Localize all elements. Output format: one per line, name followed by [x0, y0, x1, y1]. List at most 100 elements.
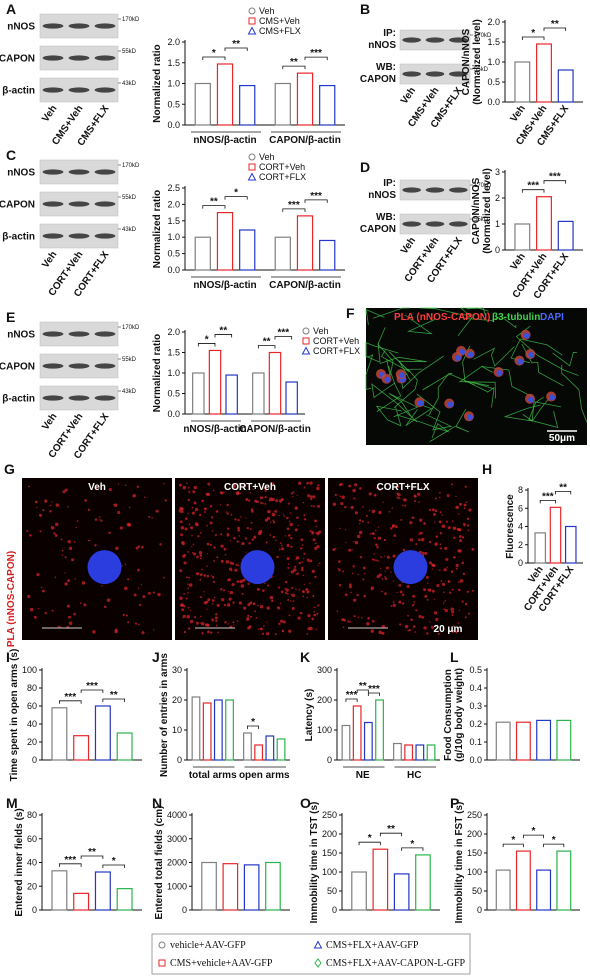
- pla-dot: [398, 600, 402, 604]
- pla-dot: [414, 631, 416, 633]
- pla-dot: [266, 632, 270, 636]
- pla-dot: [293, 568, 297, 572]
- pla-dot: [182, 485, 187, 490]
- x-tick-label: nNOS/β-actin: [183, 424, 246, 435]
- pla-dot: [289, 512, 292, 514]
- significance-label: *: [234, 188, 238, 199]
- bar: [351, 871, 367, 911]
- pla-dot: [256, 587, 260, 591]
- blot-row-label: nNOS: [368, 190, 396, 201]
- pla-dot: [215, 613, 218, 616]
- pla-dot: [179, 520, 183, 524]
- bar: [536, 719, 552, 761]
- pla-dot: [290, 545, 293, 548]
- significance-label: ***: [64, 692, 76, 703]
- significance-label: **: [110, 690, 118, 701]
- blot-prefix: WB:: [376, 212, 396, 223]
- neurite: [376, 365, 402, 413]
- pla-dot: [253, 535, 257, 539]
- pla-dot: [406, 584, 410, 589]
- pla-dot: [94, 544, 97, 547]
- blot-band: [42, 23, 64, 29]
- bar: [514, 61, 531, 103]
- pla-dot: [28, 485, 30, 488]
- pla-dot: [353, 598, 357, 602]
- y-axis-label: Entered inner fields (s): [14, 808, 25, 916]
- blot-size: 43kD: [122, 227, 137, 233]
- pla-dot: [455, 495, 457, 497]
- pla-dot: [108, 488, 112, 492]
- neurite: [473, 346, 515, 367]
- pla-dot: [421, 551, 425, 555]
- pla-dot: [286, 557, 290, 560]
- pla-dot: [246, 617, 250, 621]
- pla-dot: [350, 505, 354, 510]
- pla-dot: [278, 514, 280, 517]
- pla-dot: [249, 492, 251, 494]
- pla-dot: [188, 583, 193, 587]
- pla-dot: [203, 591, 205, 593]
- x-tick-label: total arms: [189, 770, 237, 781]
- pla-dot: [223, 547, 227, 551]
- pla-dot: [275, 499, 279, 503]
- pla-dot: [213, 596, 216, 599]
- nucleus: [454, 354, 461, 361]
- y-axis-label: CAPON/nNOS: [471, 177, 482, 244]
- pla-dot: [210, 575, 213, 577]
- significance-bracket: [80, 855, 104, 859]
- pla-dot: [192, 490, 196, 494]
- y-tick-label: 0: [327, 755, 332, 765]
- neurite: [377, 327, 394, 376]
- pla-dot: [266, 606, 270, 610]
- nucleus: [528, 352, 535, 359]
- significance-bracket: [257, 345, 276, 349]
- y-tick-label: 20: [27, 881, 37, 891]
- bar: [515, 850, 531, 911]
- pla-dot: [55, 503, 60, 507]
- significance-label: **: [387, 824, 395, 835]
- pla-dot: [191, 506, 194, 509]
- pla-dot: [100, 519, 103, 522]
- pla-dot: [309, 530, 312, 533]
- pla-dot: [195, 507, 199, 511]
- pla-dot: [263, 625, 265, 627]
- significance-bracket: [555, 490, 572, 495]
- blot-band: [402, 221, 421, 227]
- y-tick-label: 0.0: [487, 97, 500, 107]
- bar: [252, 372, 265, 415]
- blot-band: [94, 23, 116, 29]
- pla-dot: [228, 597, 232, 601]
- pla-dot: [348, 583, 352, 587]
- pla-dot: [339, 527, 341, 530]
- pla-dot: [318, 562, 321, 565]
- pla-dot: [286, 527, 290, 531]
- y-axis-label: Fluorescence: [505, 494, 516, 559]
- pla-dot: [418, 538, 421, 542]
- y-tick-label: 1.5: [167, 216, 180, 226]
- pla-dot: [49, 510, 52, 513]
- pla-dot: [471, 589, 474, 592]
- blot-band: [402, 187, 421, 193]
- pla-dot: [433, 598, 436, 601]
- scale-label: 50μm: [549, 433, 575, 444]
- pla-dot: [423, 522, 426, 525]
- significance-bracket: [247, 725, 260, 729]
- pla-dot: [431, 563, 433, 566]
- pla-dot: [138, 603, 142, 607]
- neurite: [466, 307, 486, 316]
- bar: [202, 702, 212, 761]
- pla-dot: [466, 524, 470, 527]
- pla-dot: [396, 591, 398, 594]
- pla-dot: [383, 538, 387, 542]
- pla-dot: [298, 588, 301, 591]
- pla-dot: [137, 545, 141, 548]
- y-tick-label: 8: [518, 485, 523, 495]
- y-tick-label: 100: [467, 867, 482, 877]
- pla-dot: [301, 568, 304, 572]
- pla-dot: [279, 602, 282, 605]
- bar: [276, 738, 286, 761]
- pla-dot: [434, 521, 436, 523]
- pla-dot: [392, 603, 396, 607]
- pla-dot: [33, 615, 37, 619]
- pla-dot: [180, 526, 185, 530]
